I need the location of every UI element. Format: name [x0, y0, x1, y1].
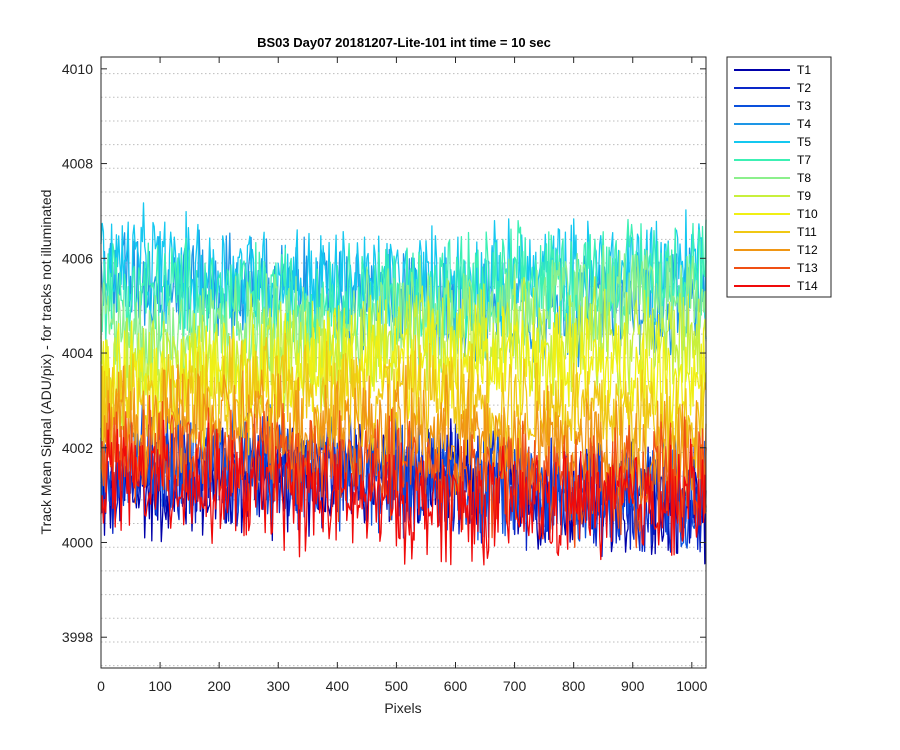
- legend-label-t12: T12: [797, 243, 818, 257]
- legend-label-t10: T10: [797, 207, 818, 221]
- legend-label-t9: T9: [797, 189, 811, 203]
- x-tick-label-800: 800: [562, 678, 586, 694]
- y-tick-label-3998: 3998: [62, 629, 93, 645]
- chart-title: BS03 Day07 20181207-Lite-101 int time = …: [257, 35, 551, 50]
- series-line-t11: [100, 332, 707, 473]
- x-tick-label-500: 500: [385, 678, 409, 694]
- series-lines: [100, 202, 707, 566]
- legend-label-t3: T3: [797, 99, 811, 113]
- y-tick-label-4006: 4006: [62, 250, 93, 266]
- legend: T1 T2 T3 T4 T5 T7 T8 T9 T10 T11 T12 T13 T14: [726, 56, 832, 298]
- series-line-t5: [100, 202, 707, 341]
- y-tick-label-4010: 4010: [62, 61, 93, 77]
- legend-label-t4: T4: [797, 117, 811, 131]
- series-line-t9: [100, 276, 707, 430]
- legend-label-t5: T5: [797, 135, 811, 149]
- axis-ticks: 0 100 200 300 400 500 600 700 800 900 1000 3998 4000…: [62, 57, 708, 694]
- x-axis-label: Pixels: [384, 700, 421, 716]
- y-tick-label-4002: 4002: [62, 440, 93, 456]
- x-tick-label-1000: 1000: [676, 678, 707, 694]
- legend-label-t1: T1: [797, 63, 811, 77]
- x-tick-label-300: 300: [267, 678, 291, 694]
- x-tick-label-400: 400: [326, 678, 350, 694]
- legend-label-t11: T11: [797, 225, 817, 239]
- series-line-t14: [100, 419, 707, 566]
- y-tick-label-4000: 4000: [62, 534, 93, 550]
- legend-label-t7: T7: [797, 153, 811, 167]
- legend-label-t8: T8: [797, 171, 811, 185]
- series-line-t12: [100, 364, 707, 511]
- x-tick-label-700: 700: [503, 678, 527, 694]
- x-tick-label-0: 0: [97, 678, 105, 694]
- x-tick-label-100: 100: [148, 678, 172, 694]
- y-axis-label: Track Mean Signal (ADU/pix) - for tracks…: [38, 190, 54, 535]
- legend-label-t14: T14: [797, 279, 818, 293]
- x-tick-label-600: 600: [444, 678, 468, 694]
- y-tick-label-4004: 4004: [62, 345, 93, 361]
- x-tick-label-900: 900: [621, 678, 645, 694]
- legend-label-t2: T2: [797, 81, 811, 95]
- legend-label-t13: T13: [797, 261, 818, 275]
- y-tick-label-4008: 4008: [62, 156, 93, 172]
- plot-frame: [100, 56, 707, 669]
- x-tick-label-200: 200: [207, 678, 231, 694]
